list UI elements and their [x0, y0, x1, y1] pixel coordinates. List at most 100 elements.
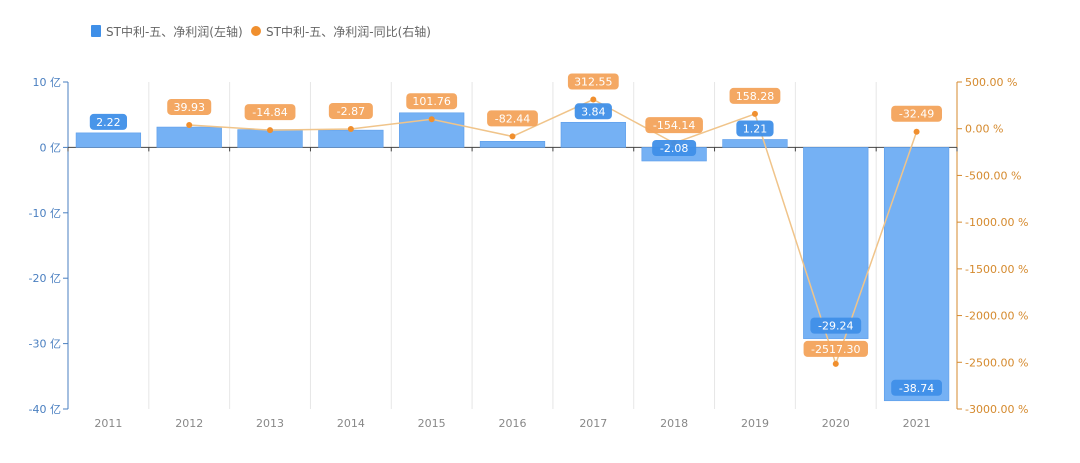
bar-data-label-group: -29.24	[810, 317, 862, 334]
line-data-label: 158.28	[736, 90, 775, 103]
line-data-label-group: -2.87	[328, 102, 373, 119]
right-tick-label: -2500.00 %	[965, 356, 1028, 369]
line-data-label-group: -82.44	[487, 110, 538, 127]
bar-data-label: 2.22	[96, 116, 121, 129]
bar-data-label: -38.74	[899, 382, 934, 395]
line-data-label-group: -14.84	[244, 104, 296, 121]
grid	[148, 82, 877, 409]
line-data-label: -154.14	[653, 119, 695, 132]
line-data-label-group: -2517.30	[803, 340, 868, 357]
right-tick-label: -1500.00 %	[965, 263, 1028, 276]
left-tick-label: 0 亿	[40, 141, 62, 154]
left-tick-label: -10 亿	[29, 207, 61, 220]
bar	[560, 121, 626, 148]
right-tick-label: 500.00 %	[965, 76, 1017, 89]
legend-bar-label: ST中利-五、净利润(左轴)	[106, 24, 243, 39]
x-tick-label: 2020	[822, 417, 850, 430]
bar	[883, 147, 950, 402]
line-point	[347, 125, 354, 132]
line-data-label: -14.84	[252, 106, 287, 119]
line-data-label: 312.55	[574, 76, 613, 89]
x-tick-label: 2018	[660, 417, 688, 430]
bar	[479, 141, 546, 148]
bar	[803, 147, 869, 339]
bar	[75, 132, 142, 148]
bar-data-label-group: 2.22	[89, 113, 128, 130]
line-data-label-box	[645, 117, 703, 134]
bar-data-label: 1.21	[743, 122, 768, 135]
bar	[722, 139, 788, 148]
right-tick-label: -3000.00 %	[965, 403, 1028, 416]
legend-line-swatch	[251, 26, 261, 36]
bar-data-label-group: -2.08	[652, 140, 697, 157]
line-point	[832, 360, 839, 367]
legend-line-label: ST中利-五、净利润-同比(右轴)	[266, 24, 431, 39]
x-tick-label: 2016	[499, 417, 527, 430]
line-data-label: -82.44	[495, 112, 530, 125]
x-tick-label: 2011	[94, 417, 122, 430]
bar-data-label-box	[891, 379, 942, 396]
line-data-label-group: -32.49	[891, 105, 942, 122]
bar-data-label-group: -38.74	[891, 379, 942, 396]
bar-data-label: -2.08	[660, 142, 688, 155]
line-data-label-box	[487, 110, 538, 127]
bar	[156, 126, 222, 148]
bar-data-label-box	[736, 120, 774, 137]
bar-data-label-group: 1.21	[736, 120, 774, 137]
line-data-label-group: 158.28	[729, 87, 781, 104]
right-tick-label: -500.00 %	[965, 169, 1021, 182]
right-tick-label: -2000.00 %	[965, 310, 1028, 323]
line-point	[751, 110, 758, 117]
line-point	[913, 128, 920, 135]
line-data-label-group: 39.93	[167, 98, 212, 115]
line-data-label-box	[567, 73, 619, 90]
line-data-label-box	[406, 93, 458, 110]
line-data-label: -2517.30	[811, 343, 860, 356]
legend: ST中利-五、净利润(左轴) ST中利-五、净利润-同比(右轴)	[91, 24, 431, 39]
x-tick-label: 2013	[256, 417, 284, 430]
legend-bar-swatch	[91, 25, 101, 37]
left-tick-label: -40 亿	[29, 403, 61, 416]
x-tick-label: 2012	[175, 417, 203, 430]
line-data-label-box	[803, 340, 868, 357]
line-point	[428, 116, 435, 123]
right-tick-label: 0.00 %	[965, 123, 1003, 136]
bar-data-label-box	[652, 140, 697, 157]
x-tick-label: 2015	[418, 417, 446, 430]
line-data-label-box	[244, 104, 296, 121]
line-data-label-group: -154.14	[645, 117, 703, 134]
line-data-label: 39.93	[173, 101, 205, 114]
line-data-label: 101.76	[412, 95, 451, 108]
bar-data-label-box	[89, 113, 128, 130]
bar-data-label-box	[810, 317, 862, 334]
left-tick-label: -30 亿	[29, 338, 61, 351]
line-data-label: -32.49	[899, 108, 934, 121]
line-data-label-box	[328, 102, 373, 119]
line-data-label-group: 312.55	[567, 73, 619, 90]
line-point	[509, 133, 516, 140]
bar-data-label: -29.24	[818, 320, 853, 333]
line-data-label: -2.87	[337, 105, 365, 118]
bar-data-label: 3.84	[581, 105, 606, 118]
line-data-label-box	[729, 87, 781, 104]
right-tick-label: -1000.00 %	[965, 216, 1028, 229]
bar-data-label-box	[574, 103, 612, 120]
bar-data-label-group: 3.84	[574, 103, 612, 120]
left-tick-label: -20 亿	[29, 272, 61, 285]
left-tick-label: 10 亿	[33, 76, 62, 89]
bar-series	[75, 112, 950, 402]
line-point	[267, 127, 274, 134]
x-tick-label: 2014	[337, 417, 365, 430]
growth-line	[189, 98, 918, 367]
line-data-label-box	[167, 98, 212, 115]
line-data-label-group: 101.76	[406, 93, 458, 110]
x-tick-label: 2017	[579, 417, 607, 430]
bar	[318, 129, 384, 148]
line-data-label-box	[891, 105, 942, 122]
data-labels: 2.22 3.84 -2.08 1.21 -29.24 -38.74 39.93 -14.84…	[89, 73, 942, 396]
line-point	[590, 96, 597, 103]
x-tick-label: 2019	[741, 417, 769, 430]
x-tick-label: 2021	[903, 417, 931, 430]
